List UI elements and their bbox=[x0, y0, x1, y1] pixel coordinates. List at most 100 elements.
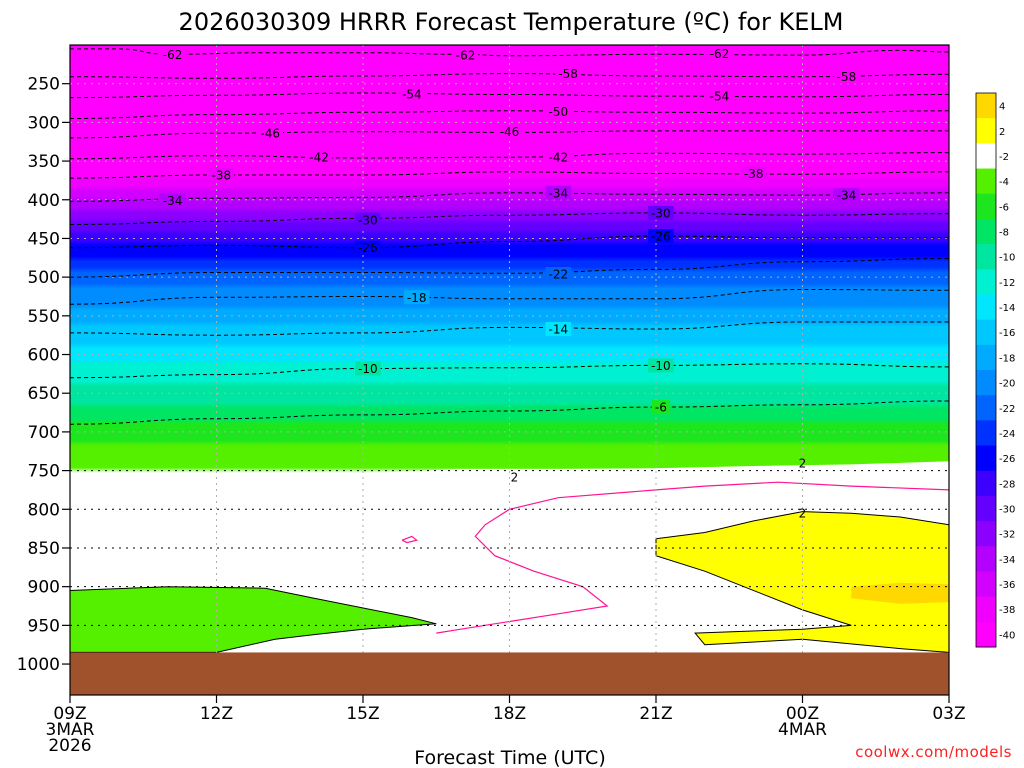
y-tick-label: 600 bbox=[28, 346, 60, 366]
colorbar-swatch bbox=[976, 143, 996, 170]
contour-label: -38 bbox=[744, 167, 764, 181]
colorbar-label: -32 bbox=[999, 530, 1015, 541]
x-tick-label: 21Z bbox=[639, 704, 672, 724]
contour-label: -10 bbox=[651, 359, 671, 373]
colorbar-label: -16 bbox=[999, 328, 1015, 339]
contour-label-bg bbox=[833, 69, 860, 84]
y-tick-label: 450 bbox=[28, 229, 60, 249]
colorbar-swatch bbox=[976, 294, 996, 321]
colorbar-swatch bbox=[976, 118, 996, 144]
colorbar-swatch bbox=[976, 395, 996, 421]
contour-label: -30 bbox=[358, 213, 378, 227]
x-tick-label: 15Z bbox=[346, 704, 379, 724]
contour-label: -62 bbox=[710, 47, 730, 61]
contour-label: -62 bbox=[456, 49, 476, 63]
contour-label-bg bbox=[545, 185, 572, 200]
x-tick-label: 18Z bbox=[493, 704, 526, 724]
x-tick-label: 4MAR bbox=[778, 720, 827, 740]
colorbar-swatch bbox=[976, 470, 996, 497]
colorbar-frame bbox=[975, 92, 997, 648]
colorbar-swatch bbox=[976, 596, 996, 623]
colorbar-swatch bbox=[976, 546, 996, 572]
y-tick-label: 300 bbox=[28, 113, 60, 133]
y-tick-label: 950 bbox=[28, 616, 60, 636]
contour-label-bg bbox=[257, 126, 284, 141]
y-tick-label: 500 bbox=[28, 268, 60, 288]
contour-label: -46 bbox=[260, 127, 280, 141]
contour-label-bg bbox=[355, 240, 381, 255]
low-level-features bbox=[70, 461, 949, 657]
colorbar-swatch bbox=[976, 244, 996, 270]
contour-label-bg bbox=[706, 46, 733, 61]
x-axis-label: Forecast Time (UTC) bbox=[414, 747, 605, 768]
colorbar-label: -26 bbox=[999, 454, 1015, 465]
colorbar-swatch bbox=[976, 193, 996, 220]
contour-label: -42 bbox=[309, 151, 329, 165]
contour-label: -62 bbox=[163, 48, 183, 62]
contour-label-bg bbox=[355, 361, 381, 376]
contour-label-bg bbox=[545, 150, 572, 165]
colorbar-swatch bbox=[976, 495, 996, 522]
colorbar-swatch bbox=[976, 218, 996, 245]
y-axis: 250 300 350 400 450 500 550 600 650 700 750 800 850 9… bbox=[17, 75, 70, 675]
colorbar-label: 2 bbox=[999, 127, 1005, 138]
contour-label-bg bbox=[159, 193, 186, 208]
contour-label-bg bbox=[648, 229, 674, 244]
colorbar-swatch bbox=[976, 521, 996, 547]
contour-label-bg bbox=[355, 212, 381, 227]
colorbar-label: -20 bbox=[999, 379, 1015, 390]
contour-label: -10 bbox=[358, 362, 378, 376]
colorbar-swatch bbox=[976, 269, 996, 295]
contour-label: -54 bbox=[402, 87, 422, 101]
colorbar-swatch bbox=[976, 370, 996, 396]
colorbar-label: -34 bbox=[999, 555, 1015, 566]
contour-label: -34 bbox=[837, 189, 857, 203]
contour-label-2c: 2 bbox=[511, 470, 519, 484]
contour-label-bg bbox=[740, 166, 767, 181]
contour-label-bg bbox=[706, 89, 733, 104]
y-tick-label: 900 bbox=[28, 578, 60, 598]
colorbar-swatch bbox=[976, 571, 996, 598]
isotherm-labels: -62 -62 -62-58 -58-54 -54-50-46 -46-42 -42-38-… bbox=[159, 46, 860, 521]
x-tick-label: 12Z bbox=[200, 704, 233, 724]
contour-label: -34 bbox=[549, 186, 569, 200]
y-tick-label: 850 bbox=[28, 539, 60, 559]
contour-label-bg bbox=[496, 124, 523, 139]
credit-text: coolwx.com/models bbox=[855, 743, 1012, 761]
colorbar-label: -24 bbox=[999, 429, 1015, 440]
colorbar-swatch bbox=[976, 168, 996, 195]
colorbar-label: -10 bbox=[999, 253, 1015, 264]
contour-label-bg bbox=[159, 47, 186, 62]
y-tick-label: 750 bbox=[28, 462, 60, 482]
contour-label-bg bbox=[555, 66, 581, 81]
colorbar-swatch bbox=[976, 319, 996, 346]
contour-label-bg bbox=[403, 290, 430, 305]
y-tick-label: 400 bbox=[28, 191, 60, 211]
colorbar-label: -36 bbox=[999, 580, 1015, 591]
colorbar-label: -8 bbox=[999, 228, 1009, 239]
contour-label: -22 bbox=[549, 268, 569, 282]
contour-label: -38 bbox=[212, 169, 232, 183]
colorbar-label: -4 bbox=[999, 177, 1009, 188]
y-tick-label: 550 bbox=[28, 307, 60, 327]
contour-label: -46 bbox=[500, 125, 520, 139]
contour-label-2c: 2 bbox=[799, 456, 807, 470]
colorbar-label: -12 bbox=[999, 278, 1015, 289]
contour-label: -26 bbox=[651, 230, 671, 244]
contour-label: -34 bbox=[163, 194, 183, 208]
contour-label: -14 bbox=[549, 322, 569, 336]
colorbar-label: 4 bbox=[999, 102, 1005, 113]
x-tick-label: 09Z bbox=[53, 704, 86, 724]
contour-label: -54 bbox=[710, 90, 730, 104]
contour-label-bg bbox=[306, 150, 332, 165]
plot-area: -62 -62 -62-58 -58-54 -54-50-46 -46-42 -42-38-… bbox=[70, 45, 949, 695]
contour-label: -26 bbox=[358, 241, 378, 255]
contour-label-2c: 2 bbox=[799, 507, 807, 521]
y-tick-label: 250 bbox=[28, 75, 60, 95]
contour-label-bg bbox=[648, 358, 674, 373]
y-tick-label: 650 bbox=[28, 384, 60, 404]
colorbar-label: -2 bbox=[999, 152, 1009, 163]
colorbar-swatch bbox=[976, 445, 996, 472]
colorbar-label: -6 bbox=[999, 202, 1009, 213]
